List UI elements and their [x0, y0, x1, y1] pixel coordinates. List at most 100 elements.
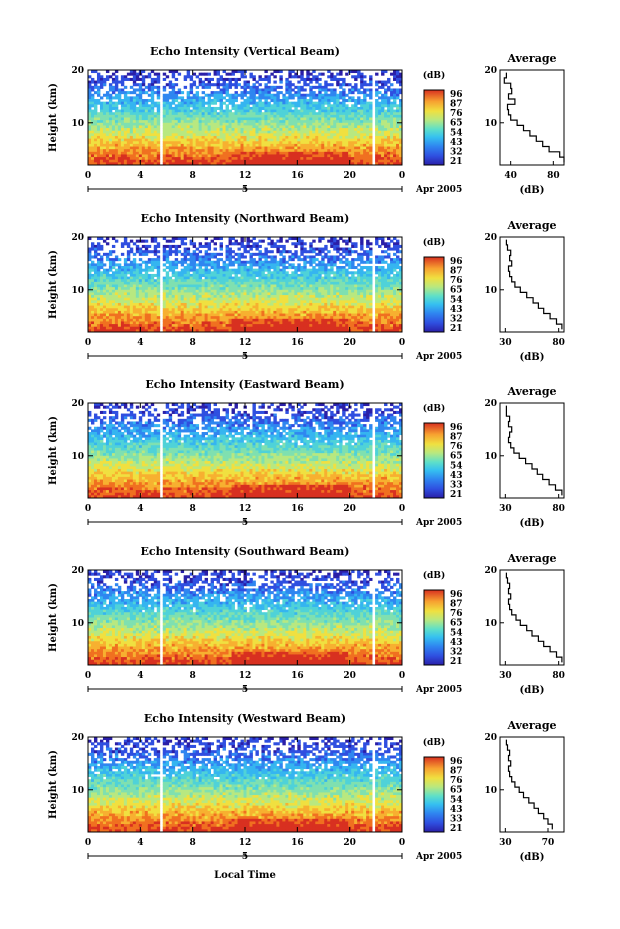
- heatmap-cell: [132, 106, 137, 110]
- heatmap-cell: [135, 305, 140, 309]
- heatmap-cell: [93, 310, 98, 314]
- heatmap-cell: [387, 125, 391, 129]
- heatmap-cell: [246, 310, 250, 314]
- heatmap-cell: [210, 252, 214, 256]
- heatmap-cell: [135, 271, 140, 275]
- heatmap-cell: [309, 138, 313, 142]
- heatmap-cell: [258, 260, 262, 264]
- heatmap-cell: [339, 85, 343, 89]
- heatmap-cell: [396, 154, 400, 158]
- heatmap-cell: [171, 292, 176, 296]
- heatmap-cell: [216, 258, 220, 262]
- heatmap-cell: [276, 130, 280, 134]
- heatmap-cell: [105, 321, 110, 325]
- heatmap-cell: [192, 252, 197, 256]
- heatmap-cell: [312, 125, 316, 129]
- heatmap-cell: [99, 162, 104, 166]
- heatmap-cell: [144, 143, 149, 147]
- heatmap-cell: [99, 263, 104, 267]
- heatmap-cell: [255, 125, 259, 129]
- heatmap-cell: [369, 157, 373, 161]
- heatmap-cell: [99, 122, 104, 126]
- heatmap-cell: [96, 130, 101, 134]
- heatmap-cell: [126, 258, 131, 262]
- heatmap-cell: [168, 154, 173, 158]
- heatmap-cell: [99, 276, 104, 280]
- heatmap-cell: [246, 149, 250, 153]
- heatmap-cell: [171, 279, 176, 283]
- heatmap-cell: [114, 96, 119, 100]
- heatmap-cell: [147, 279, 152, 283]
- heatmap-cell: [333, 114, 337, 118]
- heatmap-cell: [294, 117, 298, 121]
- heatmap-cell: [204, 77, 209, 81]
- heatmap-cell: [294, 109, 298, 113]
- heatmap-cell: [132, 138, 137, 142]
- heatmap-cell: [192, 130, 197, 134]
- heatmap-cell: [138, 266, 143, 270]
- heatmap-cell: [111, 157, 116, 161]
- heatmap-cell: [132, 128, 137, 132]
- heatmap-cell: [267, 143, 271, 147]
- heatmap-cell: [240, 255, 244, 259]
- heatmap-cell: [138, 292, 143, 296]
- heatmap-cell: [141, 70, 146, 74]
- heatmap-cell: [396, 80, 400, 84]
- heatmap-cell: [135, 302, 140, 307]
- heatmap-cell: [378, 157, 382, 161]
- heatmap-cell: [249, 117, 253, 121]
- heatmap-cell: [186, 109, 191, 113]
- heatmap-cell: [129, 260, 134, 264]
- heatmap-cell: [219, 318, 223, 322]
- heatmap-cell: [342, 83, 346, 87]
- heatmap-cell: [351, 159, 355, 163]
- heatmap-cell: [108, 326, 113, 330]
- heatmap-cell: [240, 271, 244, 275]
- heatmap-cell: [165, 83, 170, 87]
- heatmap-cell: [177, 112, 182, 116]
- heatmap-cell: [276, 120, 280, 124]
- heatmap-cell: [216, 85, 220, 89]
- heatmap-cell: [348, 112, 352, 116]
- heatmap-cell: [192, 255, 197, 259]
- heatmap-cell: [327, 114, 331, 118]
- heatmap-cell: [297, 75, 301, 79]
- heatmap-cell: [174, 70, 179, 74]
- heatmap-cell: [180, 128, 185, 132]
- heatmap-cell: [234, 143, 238, 147]
- heatmap-cell: [198, 114, 203, 118]
- heatmap-cell: [189, 128, 194, 132]
- heatmap-cell: [105, 143, 110, 147]
- heatmap-cell: [324, 96, 328, 100]
- heatmap-cell: [153, 237, 158, 241]
- heatmap-cell: [207, 138, 212, 142]
- heatmap-cell: [291, 75, 295, 79]
- heatmap-cell: [219, 141, 223, 145]
- heatmap-cell: [96, 154, 101, 158]
- heatmap-cell: [156, 112, 161, 116]
- heatmap-cell: [171, 72, 176, 76]
- heatmap-cell: [267, 133, 271, 137]
- heatmap-cell: [393, 112, 397, 116]
- heatmap-cell: [141, 135, 146, 140]
- heatmap-cell: [111, 271, 116, 275]
- heatmap-cell: [93, 120, 98, 124]
- heatmap-cell: [123, 143, 128, 147]
- heatmap-cell: [240, 302, 244, 307]
- heatmap-cell: [126, 99, 131, 103]
- heatmap-cell: [141, 321, 146, 325]
- heatmap-cell: [363, 101, 367, 105]
- heatmap-cell: [210, 239, 214, 243]
- heatmap-cell: [88, 284, 92, 288]
- heatmap-cell: [198, 250, 203, 254]
- heatmap-cell: [171, 239, 176, 243]
- heatmap-cell: [201, 157, 206, 161]
- heatmap-cell: [93, 268, 98, 272]
- heatmap-cell: [105, 141, 110, 145]
- heatmap-cell: [117, 151, 122, 155]
- heatmap-cell: [165, 250, 170, 254]
- heatmap-cell: [267, 151, 271, 155]
- heatmap-cell: [168, 247, 173, 251]
- heatmap-cell: [366, 138, 370, 142]
- heatmap-cell: [171, 141, 176, 145]
